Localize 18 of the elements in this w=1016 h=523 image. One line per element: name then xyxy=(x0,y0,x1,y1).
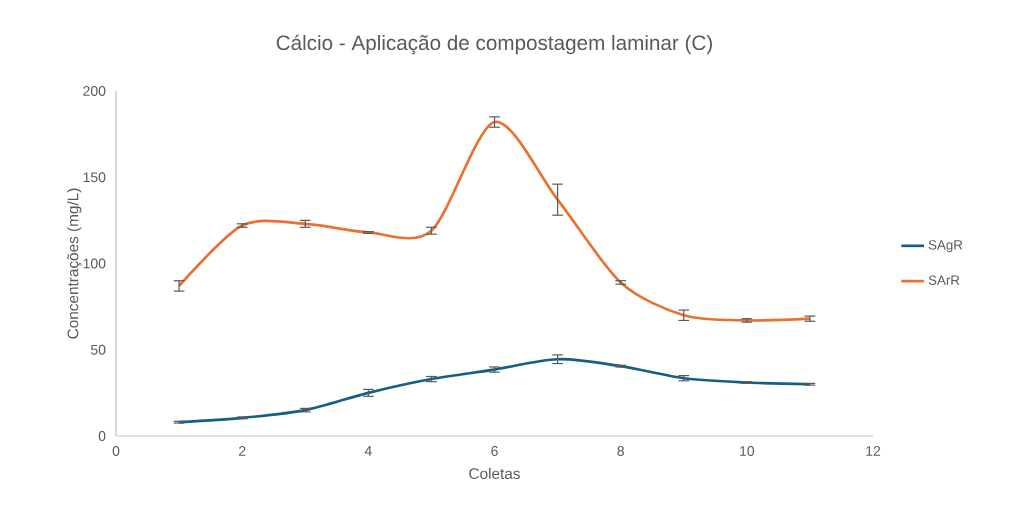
x-tick-label: 8 xyxy=(617,446,624,456)
x-tick-label: 4 xyxy=(364,446,372,456)
x-tick-label: 12 xyxy=(866,446,881,456)
x-axis-title: Coletas xyxy=(469,467,520,480)
y-tick-label: 150 xyxy=(83,172,106,183)
y-tick-label: 200 xyxy=(83,86,106,96)
chart-title: Cálcio - Aplicação de compostagem laminar (C) xyxy=(276,34,712,55)
y-tick-label: 50 xyxy=(90,344,106,355)
x-tick-label: 2 xyxy=(238,446,246,456)
x-tick-label: 6 xyxy=(491,446,498,456)
y-axis-title: Concentrações (mg/L) xyxy=(67,188,82,339)
legend-label: SAgR xyxy=(928,240,963,253)
line-series xyxy=(177,120,812,322)
x-tick-label: 0 xyxy=(112,446,120,456)
legend-label: SArR xyxy=(928,275,960,285)
y-tick-label: 100 xyxy=(83,258,106,269)
x-tick-label: 10 xyxy=(740,446,755,456)
y-tick-label: 0 xyxy=(98,431,106,441)
